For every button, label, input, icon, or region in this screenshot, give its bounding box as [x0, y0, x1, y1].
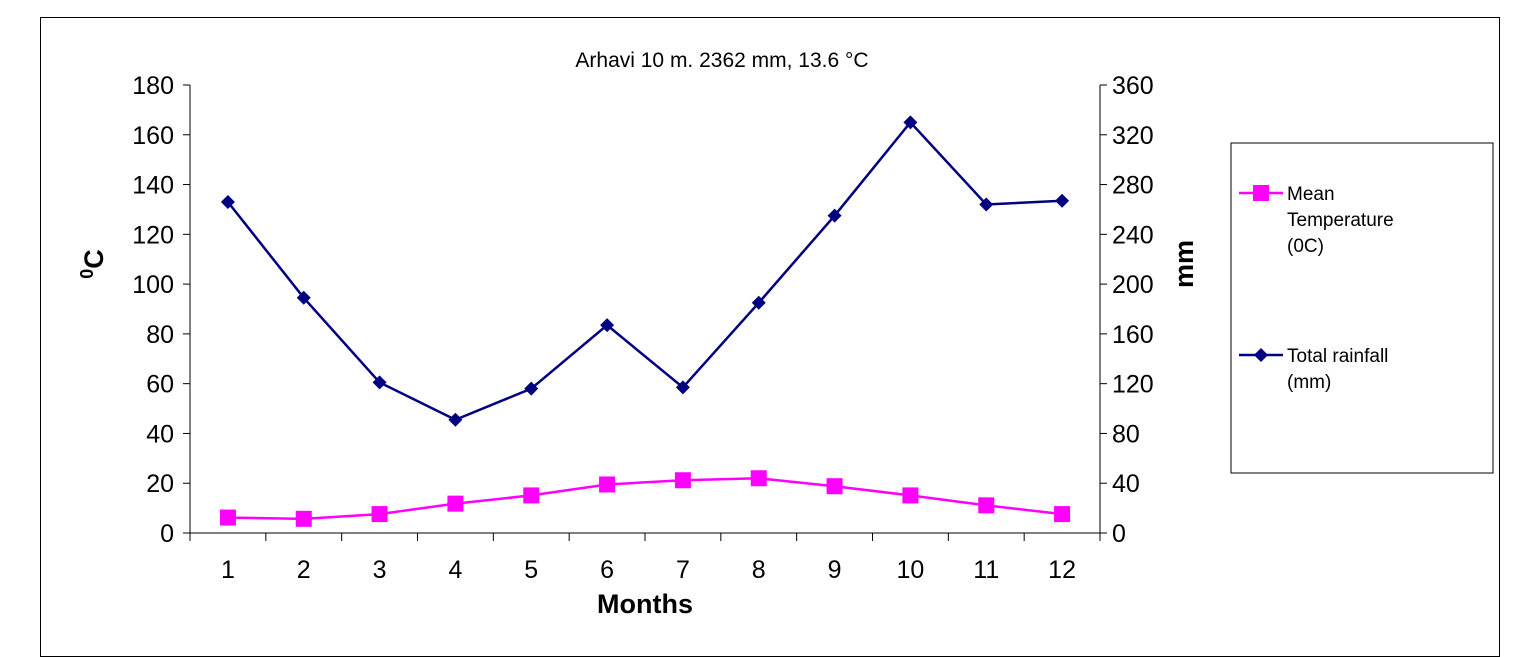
chart-title: Arhavi 10 m. 2362 mm, 13.6 °C [575, 49, 868, 72]
data-point-temperature [826, 478, 843, 495]
x-tick-label: 7 [676, 556, 690, 584]
data-point-temperature [750, 470, 767, 487]
y-right-tick-label: 280 [1112, 172, 1154, 200]
data-point-rainfall [524, 381, 539, 396]
legend-marker-temperature [1253, 185, 1269, 201]
data-point-temperature [599, 476, 616, 493]
legend-entry-temperature: Mean Temperature (0C) [1239, 184, 1394, 257]
y-left-tick-label: 0 [160, 520, 174, 548]
chart-title-unit: °C [845, 49, 869, 72]
data-point-temperature [902, 487, 919, 504]
legend: Mean Temperature (0C) Total rainfall (mm) [1230, 142, 1494, 474]
y-left-axis-title: 0C [77, 249, 109, 279]
data-point-temperature [523, 487, 540, 504]
y-left-tick-label: 100 [132, 271, 174, 299]
data-point-rainfall [600, 318, 615, 333]
y-right-tick-label: 80 [1112, 420, 1140, 448]
y-left-axis-title-unit: C [79, 249, 109, 269]
x-tick-label: 11 [973, 556, 999, 584]
y-left-tick-label: 140 [132, 172, 174, 200]
data-point-rainfall [448, 412, 463, 427]
data-point-temperature [978, 497, 995, 514]
y-left-tick-label: 120 [132, 221, 174, 249]
x-tick-label: 1 [221, 556, 235, 584]
legend-label-temperature: Temperature [1287, 210, 1394, 231]
data-point-rainfall [827, 208, 842, 223]
data-point-rainfall [903, 115, 918, 130]
x-tick-label: 4 [448, 556, 462, 584]
x-tick-label: 5 [524, 556, 538, 584]
data-point-rainfall [372, 375, 387, 390]
legend-label-temperature: Mean [1287, 184, 1335, 205]
legend-marker-rainfall [1254, 348, 1268, 362]
y-right-tick-label: 320 [1112, 122, 1154, 150]
data-point-rainfall [675, 380, 690, 395]
axes: 0204060801001201401601800408012016020024… [132, 72, 1153, 584]
legend-label-rainfall: (mm) [1287, 372, 1331, 393]
series-line-temperature [227, 476, 1063, 521]
legend-label-temperature: (0C) [1287, 236, 1324, 257]
data-point-temperature [674, 472, 691, 489]
y-left-tick-label: 160 [132, 122, 174, 150]
y-right-tick-label: 360 [1112, 72, 1154, 100]
y-left-tick-label: 180 [132, 72, 174, 100]
data-point-temperature [371, 506, 388, 523]
x-tick-label: 2 [297, 556, 311, 584]
x-tick-label: 8 [752, 556, 766, 584]
series-temperature [219, 470, 1071, 527]
y-right-tick-label: 40 [1112, 470, 1140, 498]
x-tick-label: 12 [1048, 556, 1076, 584]
data-point-temperature [1054, 506, 1071, 523]
data-point-temperature [219, 509, 236, 526]
data-point-rainfall [1055, 193, 1070, 208]
y-right-tick-label: 0 [1112, 520, 1126, 548]
data-point-temperature [295, 510, 312, 527]
y-right-tick-label: 120 [1112, 371, 1154, 399]
x-tick-label: 6 [600, 556, 614, 584]
y-left-tick-label: 20 [146, 470, 174, 498]
legend-label-rainfall: Total rainfall [1287, 346, 1388, 367]
x-tick-label: 10 [897, 556, 925, 584]
y-left-axis-title-superscript: 0 [77, 269, 97, 279]
data-point-temperature [447, 495, 464, 512]
y-right-tick-label: 240 [1112, 221, 1154, 249]
series-rainfall [220, 115, 1070, 427]
y-right-tick-label: 200 [1112, 271, 1154, 299]
data-point-rainfall [979, 197, 994, 212]
x-axis-title: Months [597, 589, 693, 619]
y-right-tick-label: 160 [1112, 321, 1154, 349]
y-left-tick-label: 60 [146, 371, 174, 399]
legend-box [1230, 142, 1494, 474]
series-layer [219, 115, 1071, 527]
x-tick-label: 3 [373, 556, 387, 584]
y-right-axis-title: mm [1169, 240, 1199, 288]
data-point-rainfall [220, 194, 235, 209]
x-tick-label: 9 [828, 556, 842, 584]
data-point-rainfall [751, 295, 766, 310]
data-point-rainfall [296, 290, 311, 305]
y-left-tick-label: 80 [146, 321, 174, 349]
series-line-rainfall [226, 120, 1063, 422]
y-left-tick-label: 40 [146, 420, 174, 448]
legend-entry-rainfall: Total rainfall (mm) [1239, 346, 1388, 393]
chart-title-text: Arhavi 10 m. 2362 mm, 13.6 [575, 49, 845, 72]
